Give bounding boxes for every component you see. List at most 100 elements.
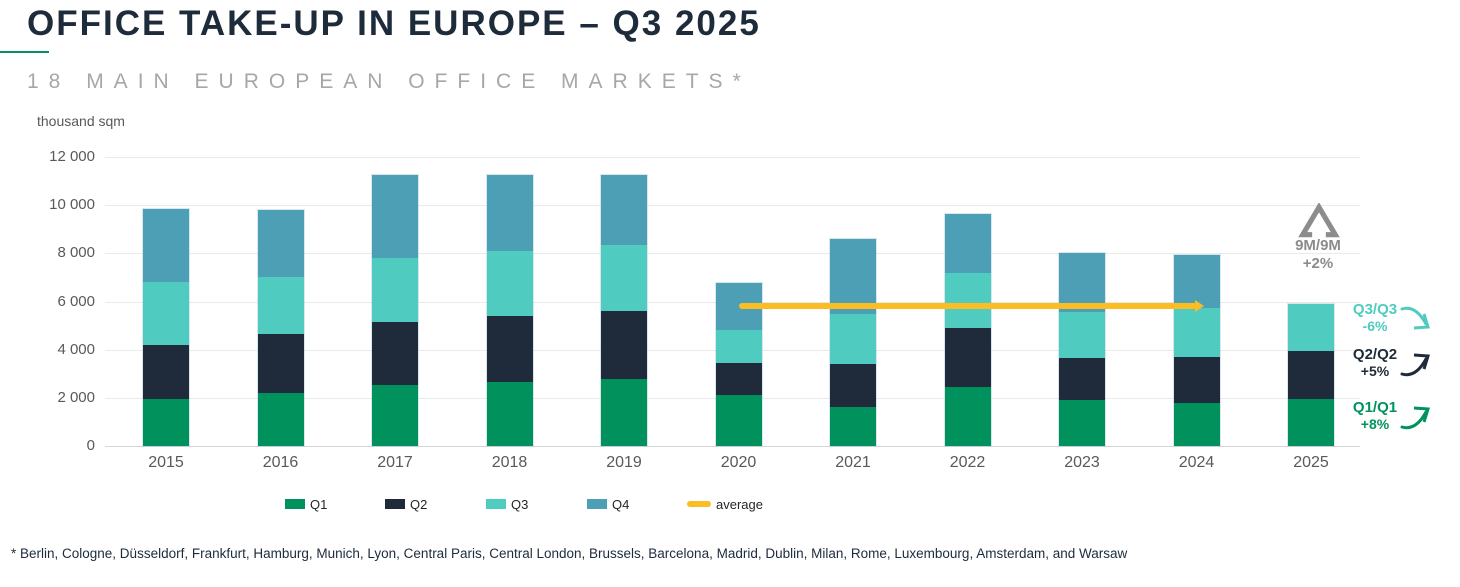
bar-segment-q2-2022 [944, 328, 991, 387]
bar-segment-q1-2015 [143, 399, 189, 446]
x-tick-label: 2018 [491, 454, 528, 471]
legend-label: Q4 [612, 496, 630, 512]
y-tick-label: 6 000 [57, 292, 95, 310]
legend-label: Q3 [511, 496, 529, 512]
bar-segment-q4-2024 [1173, 254, 1220, 308]
bar-2021 [830, 238, 876, 446]
bar-segment-q3-2023 [1059, 312, 1105, 359]
bar-segment-q2-2015 [143, 344, 189, 400]
gridline [105, 446, 1360, 447]
annotation-9m-value: +2% [1302, 255, 1334, 272]
y-tick-label: 12 000 [49, 148, 95, 165]
average-line [738, 300, 1204, 313]
bar-segment-q2-2017 [372, 321, 418, 385]
y-tick-label: 10 000 [49, 196, 95, 214]
footnote: * Berlin, Cologne, Düsseldorf, Frankfurt… [11, 546, 1128, 561]
legend-swatch-Q2 [385, 499, 405, 509]
bar-segment-q2-2021 [830, 364, 876, 408]
annotation-q1: Q1/Q1 +8% [1343, 399, 1407, 433]
bar-segment-q3-2017 [372, 258, 418, 322]
legend-item-Q3: Q3 [486, 495, 528, 513]
bar-segment-q2-2018 [486, 315, 533, 383]
bar-segment-q4-2022 [944, 213, 991, 273]
annotation-q3: Q3/Q3 -6% [1343, 301, 1407, 335]
bar-segment-q2-2016 [257, 334, 304, 394]
legend-label: Q1 [310, 496, 328, 512]
bar-segment-q4-2017 [372, 175, 418, 259]
x-tick-label: 2025 [1293, 454, 1329, 471]
bar-segment-q4-2016 [257, 210, 304, 278]
bar-segment-q4-2015 [143, 208, 189, 283]
bar-segment-q3-2020 [715, 330, 762, 363]
annotation-q2: Q2/Q2 +5% [1343, 346, 1407, 380]
y-axis-tick-labels: 0 2 000 4 000 6 000 8 000 10 000 12 000 [0, 148, 95, 454]
bar-segment-q1-2016 [257, 393, 304, 446]
x-tick-label: 2016 [262, 454, 299, 471]
legend-swatch-Q4 [587, 499, 607, 509]
gridline [105, 253, 1360, 255]
annotation-q3-value: -6% [1362, 318, 1388, 334]
legend-item-Q4: Q4 [587, 495, 629, 513]
legend-item-Q1: Q1 [285, 495, 327, 513]
page-subtitle: 18 MAIN EUROPEAN OFFICE MARKETS* [27, 70, 751, 93]
x-tick-label: 2024 [1178, 454, 1215, 471]
annotation-q3-label: Q3/Q3 [1352, 301, 1398, 318]
bar-2019 [601, 175, 647, 446]
average-line-arrowhead [1194, 300, 1204, 313]
bar-segment-q1-2024 [1173, 402, 1220, 446]
legend-swatch-average [687, 501, 711, 507]
bar-segment-q3-2025 [1288, 303, 1334, 351]
plot-area [105, 157, 1360, 447]
bar-2022 [944, 213, 991, 446]
delta-triangle-icon [1298, 203, 1340, 238]
arrow-down-icon [1400, 306, 1430, 330]
bar-segment-q1-2017 [372, 384, 418, 446]
y-axis-unit-label: thousand sqm [37, 113, 125, 129]
arrow-up-icon [1400, 406, 1430, 430]
bar-segment-q2-2020 [715, 362, 762, 396]
bar-2015 [143, 208, 189, 446]
bar-segment-q3-2024 [1173, 307, 1220, 357]
bar-segment-q4-2018 [486, 175, 533, 251]
bar-segment-q1-2019 [601, 378, 647, 446]
legend-label: average [716, 496, 763, 512]
bar-segment-q2-2023 [1059, 358, 1105, 401]
y-tick-label: 4 000 [57, 340, 95, 358]
annotation-q1-value: +8% [1360, 416, 1390, 432]
bar-segment-q3-2022 [944, 272, 991, 328]
bar-segment-q1-2022 [944, 387, 991, 446]
bar-2025 [1288, 303, 1334, 446]
bar-segment-q2-2019 [601, 311, 647, 379]
gridline [105, 157, 1360, 158]
bar-segment-q2-2024 [1173, 356, 1220, 403]
y-tick-label: 0 [86, 437, 95, 454]
bar-segment-q1-2023 [1059, 400, 1105, 446]
bar-segment-q2-2025 [1288, 350, 1334, 400]
x-tick-label: 2023 [1064, 454, 1100, 471]
bar-2023 [1059, 253, 1105, 446]
y-tick-label: 8 000 [57, 244, 95, 262]
bar-segment-q1-2020 [715, 395, 762, 446]
x-tick-label: 2015 [148, 454, 184, 471]
bar-segment-q1-2025 [1288, 399, 1334, 446]
annotation-q2-value: +5% [1360, 363, 1390, 379]
bar-segment-q1-2018 [486, 382, 533, 446]
bar-2024 [1173, 254, 1220, 446]
x-tick-label: 2020 [720, 454, 757, 471]
bar-segment-q1-2021 [830, 407, 876, 446]
annotation-9m-label: 9M/9M [1295, 237, 1341, 254]
bar-segment-q3-2019 [601, 244, 647, 312]
annotation-9m: 9M/9M +2% [1276, 237, 1360, 273]
arrow-up-icon [1400, 353, 1430, 377]
bar-2016 [257, 210, 304, 446]
x-tick-label: 2019 [606, 454, 642, 471]
legend-swatch-Q3 [486, 499, 506, 509]
gridline [105, 205, 1360, 207]
bar-segment-q4-2019 [601, 175, 647, 245]
bar-2017 [372, 175, 418, 446]
bar-segment-q3-2018 [486, 250, 533, 316]
bar-segment-q3-2021 [830, 313, 876, 365]
page-title: OFFICE TAKE-UP IN EUROPE – Q3 2025 [27, 4, 761, 43]
x-tick-label: 2021 [835, 454, 871, 471]
legend-swatch-Q1 [285, 499, 305, 509]
